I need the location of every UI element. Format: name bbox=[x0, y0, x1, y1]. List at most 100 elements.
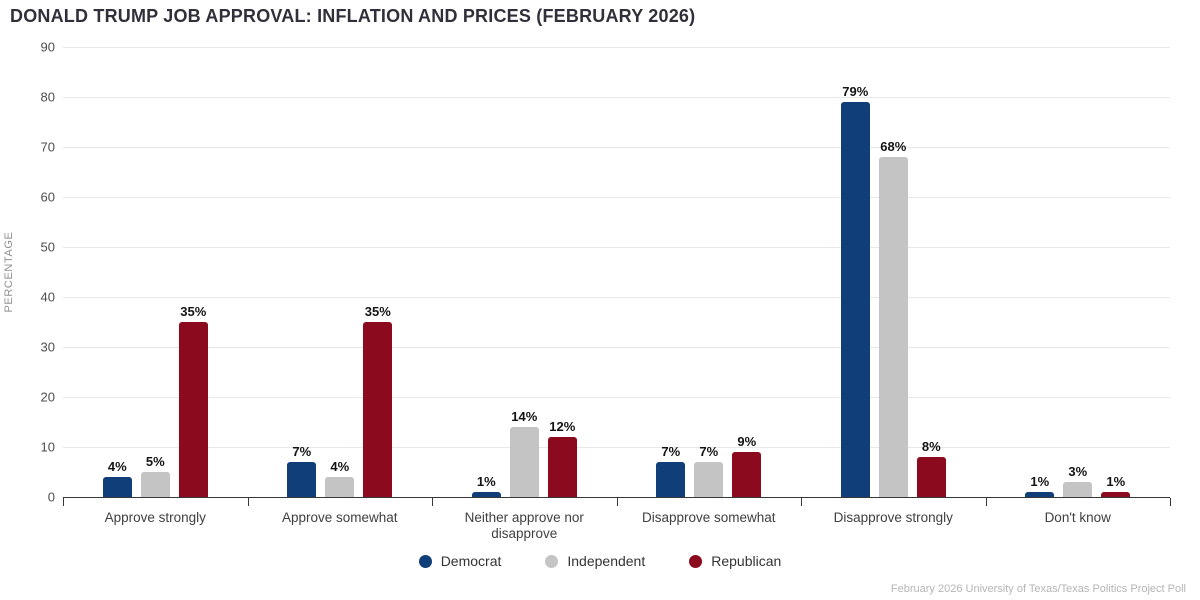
y-tick-label: 70 bbox=[40, 139, 55, 155]
bar-republican[interactable] bbox=[732, 452, 762, 497]
bar-independent[interactable] bbox=[694, 462, 724, 497]
category-label: Don't know bbox=[1044, 510, 1111, 525]
bar-independent[interactable] bbox=[509, 427, 539, 497]
bar-wrap: 1% bbox=[1101, 474, 1131, 497]
bar-democrat[interactable] bbox=[471, 492, 501, 497]
gridline bbox=[63, 247, 1170, 248]
bar-republican[interactable] bbox=[1101, 492, 1131, 497]
bar-wrap: 7% bbox=[287, 444, 317, 497]
bar-democrat[interactable] bbox=[102, 477, 132, 497]
x-axis-tick bbox=[247, 498, 249, 506]
gridline bbox=[63, 347, 1170, 348]
bar-republican[interactable] bbox=[363, 322, 393, 497]
bar-value-label: 14% bbox=[511, 409, 538, 424]
chart-title: DONALD TRUMP JOB APPROVAL: INFLATION AND… bbox=[10, 6, 696, 26]
legend-item-label: Democrat bbox=[440, 553, 502, 569]
legend-swatch-icon bbox=[545, 554, 559, 568]
bar-group: 79% 68% 8% bbox=[801, 47, 986, 497]
bar-democrat[interactable] bbox=[840, 102, 870, 497]
bar-value-label: 79% bbox=[842, 84, 869, 99]
legend-item-republican[interactable]: Republican bbox=[689, 553, 781, 569]
bar-wrap: 12% bbox=[547, 419, 577, 497]
y-axis-title: PERCENTAGE bbox=[3, 231, 15, 313]
bar-value-label: 7% bbox=[699, 444, 719, 459]
bar-wrap: 4% bbox=[102, 459, 132, 497]
bar-group: 7% 4% 35% bbox=[248, 47, 433, 497]
category-label: Neither approve nor disapprove bbox=[464, 510, 584, 542]
legend-swatch-icon bbox=[689, 554, 703, 568]
bar-wrap: 68% bbox=[878, 139, 908, 497]
source-note: February 2026 University of Texas/Texas … bbox=[890, 583, 1186, 595]
bar-value-label: 9% bbox=[737, 434, 757, 449]
bar-democrat[interactable] bbox=[656, 462, 686, 497]
y-tick-label: 0 bbox=[47, 489, 55, 505]
bar-group: 7% 7% 9% bbox=[617, 47, 802, 497]
gridline bbox=[63, 397, 1170, 398]
y-tick-label: 20 bbox=[40, 389, 55, 405]
legend-swatch-icon bbox=[418, 554, 432, 568]
bar-value-label: 4% bbox=[107, 459, 127, 474]
gridline bbox=[63, 47, 1170, 48]
bar-wrap: 35% bbox=[363, 304, 393, 497]
bar-value-label: 5% bbox=[145, 454, 165, 469]
legend: Democrat Independent Republican bbox=[0, 553, 1200, 569]
x-axis-tick bbox=[1170, 498, 1171, 506]
gridline bbox=[63, 197, 1170, 198]
y-tick-label: 40 bbox=[40, 289, 55, 305]
bar-wrap: 1% bbox=[1025, 474, 1055, 497]
bar-wrap: 1% bbox=[471, 474, 501, 497]
y-tick-label: 90 bbox=[40, 39, 55, 55]
bar-wrap: 7% bbox=[694, 444, 724, 497]
bar-value-label: 3% bbox=[1068, 464, 1088, 479]
plot-area: 4% 5% 35% 7% 4% 35% 1% 14% 12% 7% 7% 9% 79% 68% 8% 1% 3%… bbox=[63, 47, 1170, 498]
y-tick-label: 30 bbox=[40, 339, 55, 355]
category-label: Approve somewhat bbox=[281, 510, 398, 525]
x-axis-tick bbox=[616, 498, 618, 506]
bar-independent[interactable] bbox=[878, 157, 908, 497]
bar-democrat[interactable] bbox=[287, 462, 317, 497]
bar-republican[interactable] bbox=[178, 322, 208, 497]
bar-value-label: 1% bbox=[476, 474, 496, 489]
x-axis-tick bbox=[985, 498, 987, 506]
bar-independent[interactable] bbox=[140, 472, 170, 497]
bar-wrap: 8% bbox=[916, 439, 946, 497]
legend-item-independent[interactable]: Independent bbox=[545, 553, 645, 569]
bar-value-label: 1% bbox=[1106, 474, 1126, 489]
x-axis-tick bbox=[63, 498, 64, 506]
bar-wrap: 3% bbox=[1063, 464, 1093, 497]
category-label: Disapprove strongly bbox=[833, 510, 953, 525]
bar-democrat[interactable] bbox=[1025, 492, 1055, 497]
bar-value-label: 35% bbox=[180, 304, 207, 319]
bar-value-label: 7% bbox=[292, 444, 312, 459]
bar-value-label: 8% bbox=[921, 439, 941, 454]
bar-independent[interactable] bbox=[1063, 482, 1093, 497]
bar-value-label: 12% bbox=[549, 419, 576, 434]
bar-wrap: 7% bbox=[656, 444, 686, 497]
bar-republican[interactable] bbox=[547, 437, 577, 497]
bar-value-label: 35% bbox=[364, 304, 391, 319]
gridline bbox=[63, 297, 1170, 298]
bar-independent[interactable] bbox=[325, 477, 355, 497]
bar-group: 1% 3% 1% bbox=[986, 47, 1171, 497]
gridline bbox=[63, 147, 1170, 148]
legend-item-democrat[interactable]: Democrat bbox=[418, 553, 502, 569]
x-axis-tick bbox=[432, 498, 433, 506]
bar-value-label: 7% bbox=[661, 444, 681, 459]
bar-wrap: 35% bbox=[178, 304, 208, 497]
bar-republican[interactable] bbox=[916, 457, 946, 497]
y-tick-label: 10 bbox=[40, 439, 55, 455]
legend-item-label: Republican bbox=[711, 553, 782, 569]
category-label: Disapprove somewhat bbox=[641, 510, 776, 525]
bar-group: 4% 5% 35% bbox=[63, 47, 248, 497]
y-tick-label: 50 bbox=[40, 239, 55, 255]
bar-wrap: 5% bbox=[140, 454, 170, 497]
bar-wrap: 14% bbox=[509, 409, 539, 497]
gridline bbox=[63, 97, 1170, 98]
bar-wrap: 79% bbox=[840, 84, 870, 497]
bar-group: 1% 14% 12% bbox=[432, 47, 617, 497]
bar-value-label: 68% bbox=[880, 139, 907, 154]
legend-item-label: Independent bbox=[567, 553, 646, 569]
y-tick-label: 80 bbox=[40, 89, 55, 105]
bar-value-label: 4% bbox=[330, 459, 350, 474]
